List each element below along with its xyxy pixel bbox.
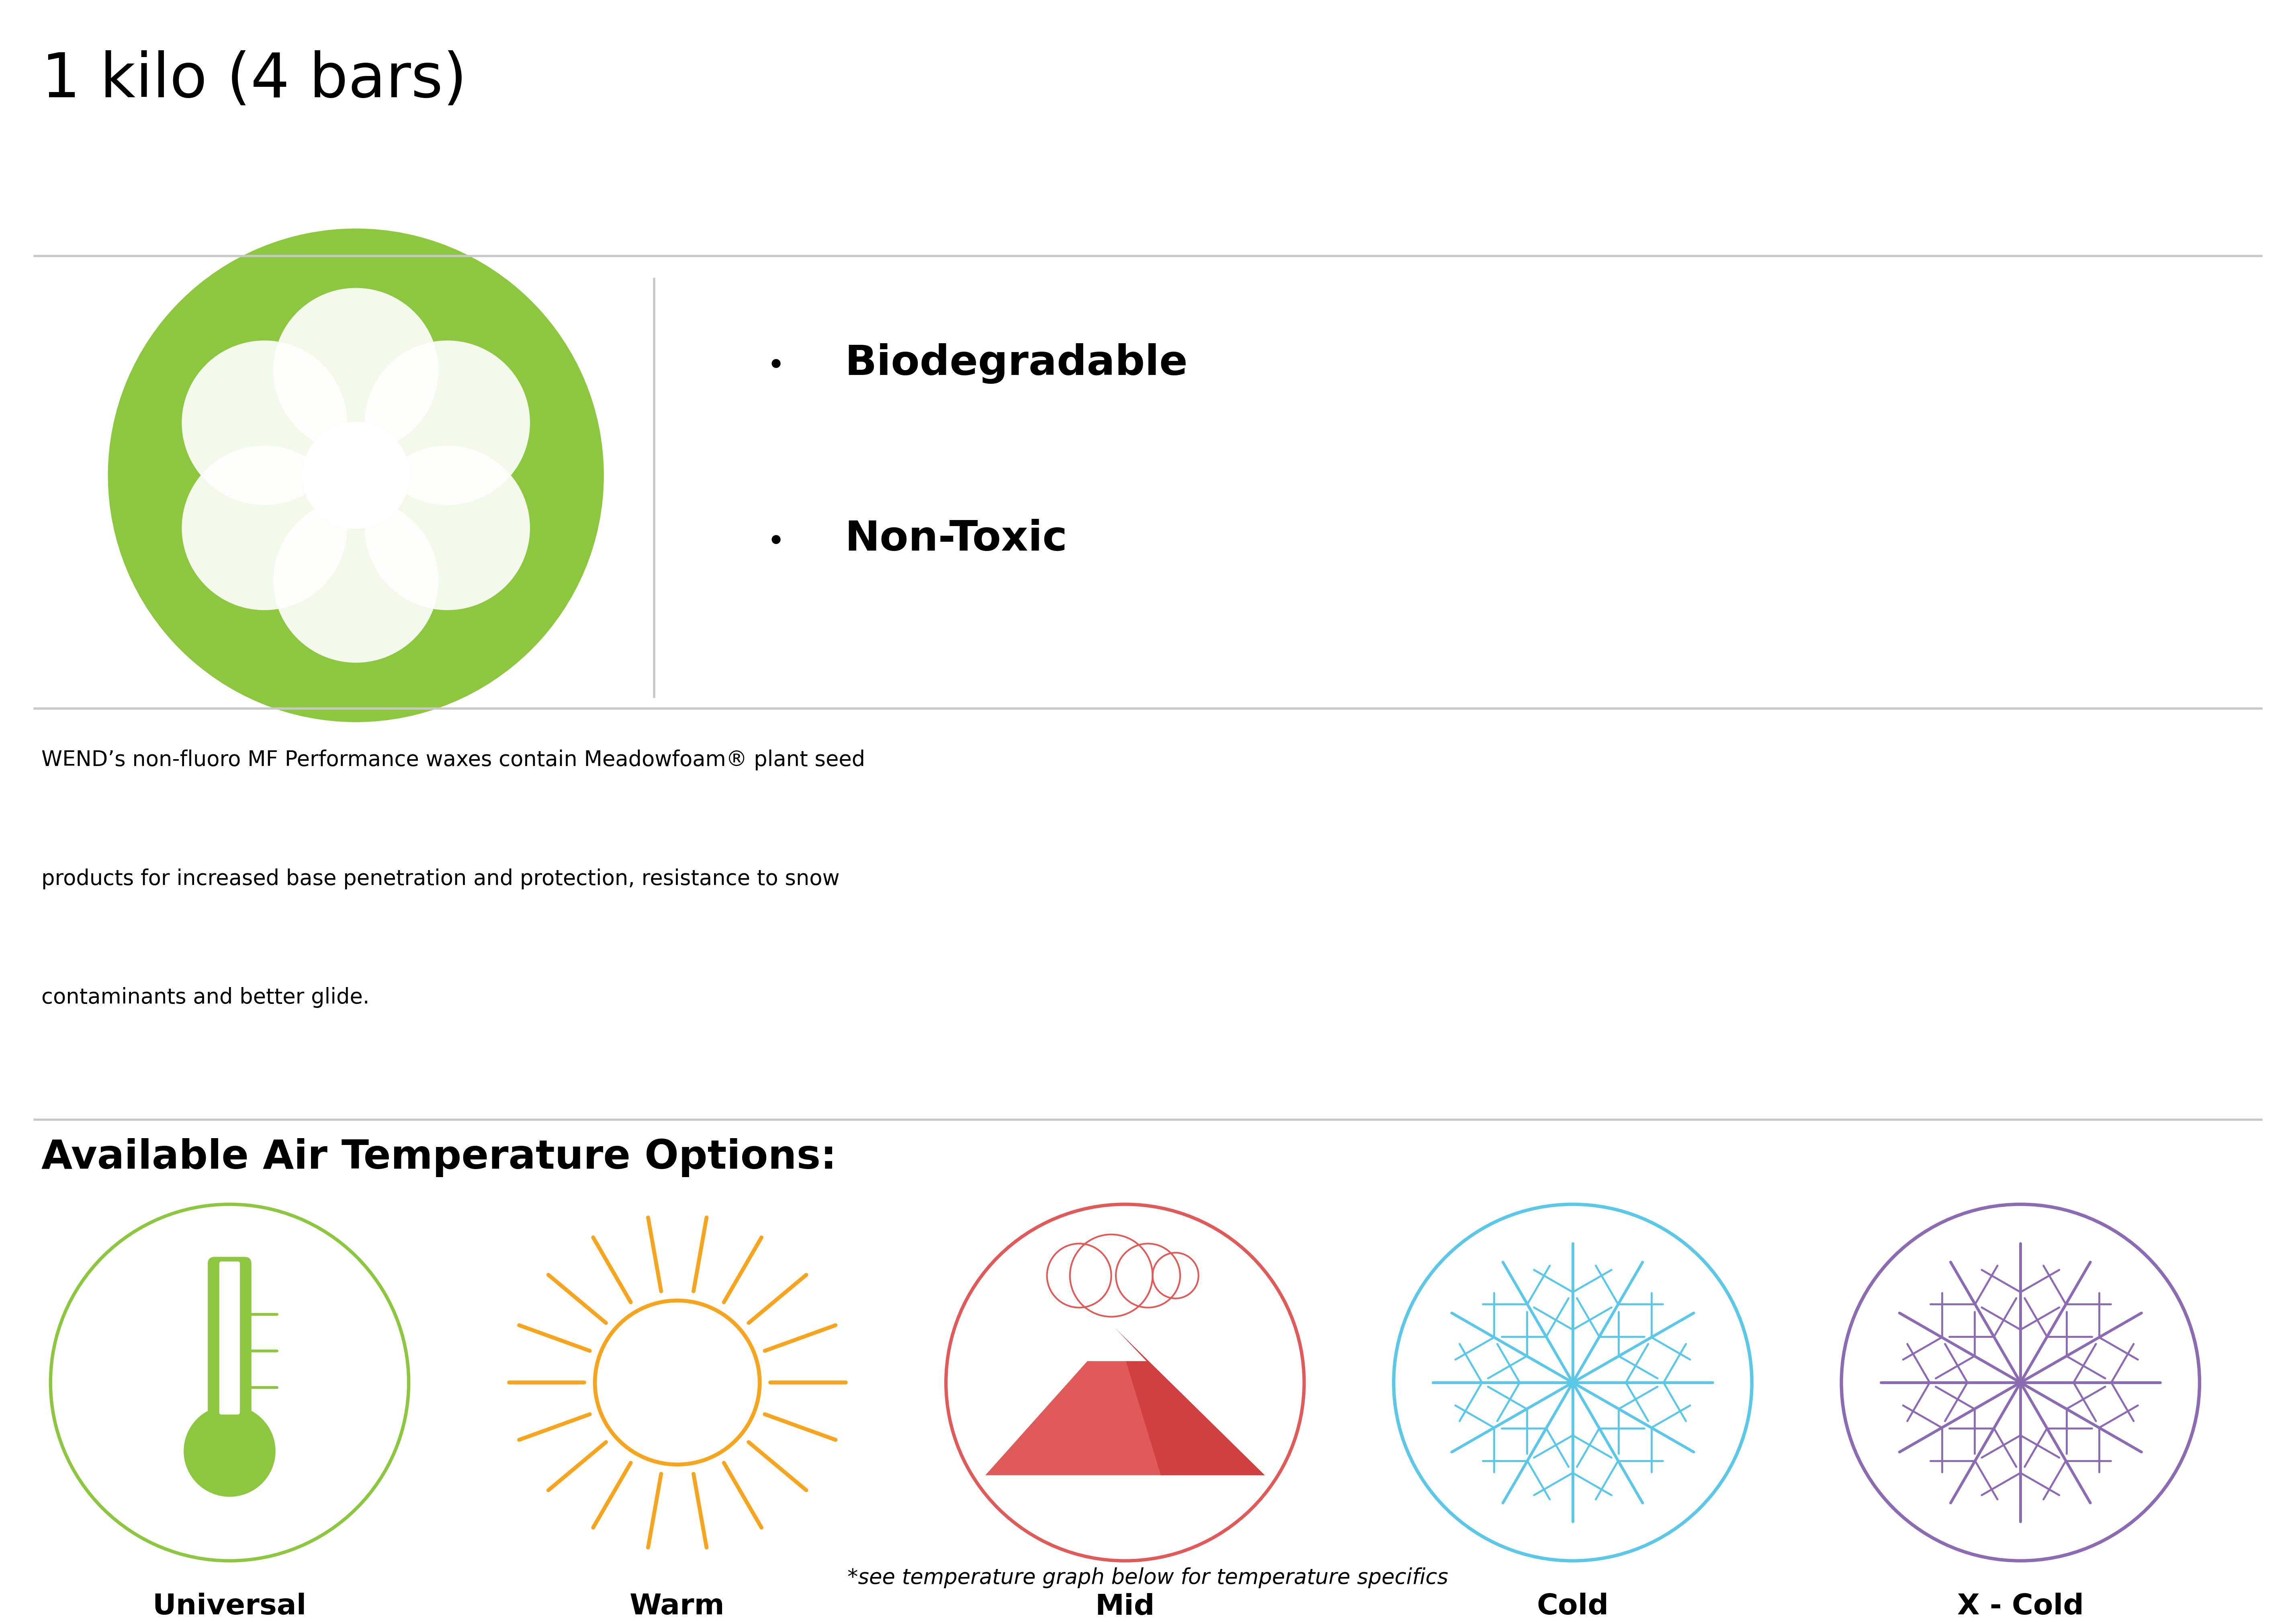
Text: products for increased base penetration and protection, resistance to snow: products for increased base penetration …	[41, 868, 840, 889]
Text: Available Air Temperature Options:: Available Air Temperature Options:	[41, 1139, 836, 1178]
Circle shape	[273, 289, 439, 453]
Circle shape	[1116, 1244, 1180, 1307]
Circle shape	[181, 446, 347, 610]
Text: Cold: Cold	[1536, 1593, 1609, 1620]
Polygon shape	[1116, 1328, 1265, 1476]
Text: X - Cold: X - Cold	[1956, 1593, 2085, 1620]
Text: *see temperature graph below for temperature specifics: *see temperature graph below for tempera…	[847, 1567, 1449, 1588]
Polygon shape	[1086, 1328, 1146, 1361]
Circle shape	[365, 446, 530, 610]
Text: Biodegradable: Biodegradable	[845, 342, 1187, 384]
Text: contaminants and better glide.: contaminants and better glide.	[41, 988, 370, 1009]
Circle shape	[303, 422, 409, 529]
Polygon shape	[985, 1328, 1265, 1476]
FancyBboxPatch shape	[209, 1257, 253, 1431]
Text: Warm: Warm	[629, 1593, 726, 1620]
Circle shape	[365, 341, 530, 504]
Circle shape	[1153, 1252, 1199, 1299]
Circle shape	[1047, 1244, 1111, 1307]
Circle shape	[273, 498, 439, 663]
Circle shape	[181, 341, 347, 504]
Circle shape	[1070, 1234, 1153, 1317]
Text: Mid: Mid	[1095, 1593, 1155, 1620]
Circle shape	[184, 1405, 276, 1497]
Circle shape	[108, 229, 604, 722]
Text: Non-Toxic: Non-Toxic	[845, 519, 1068, 560]
Text: WEND’s non-fluoro MF Performance waxes contain Meadowfoam® plant seed: WEND’s non-fluoro MF Performance waxes c…	[41, 749, 866, 770]
FancyBboxPatch shape	[220, 1262, 241, 1414]
Text: Universal: Universal	[152, 1593, 308, 1620]
Text: 1 kilo (4 bars): 1 kilo (4 bars)	[41, 50, 466, 110]
